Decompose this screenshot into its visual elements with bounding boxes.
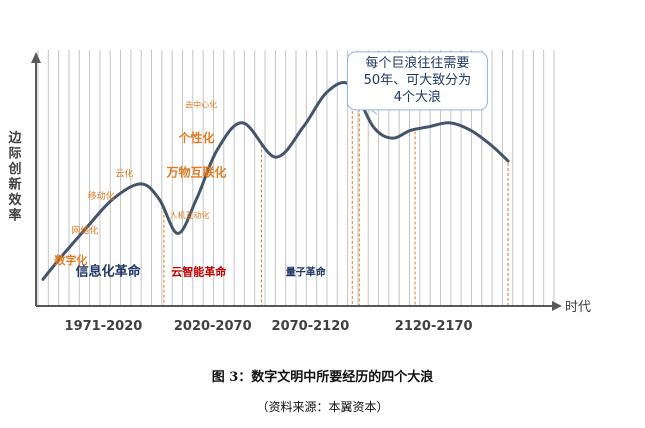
- callout-line: 4个大浪: [394, 90, 441, 105]
- y-axis-label-char: 效: [8, 192, 22, 208]
- gridlines: [37, 50, 555, 306]
- phase-label: 云智能革命: [171, 264, 227, 278]
- annotation-label: 云化: [115, 167, 133, 179]
- phase-labels: 信息化革命 云智能革命 量子革命: [76, 263, 327, 279]
- phase-label: 量子革命: [286, 265, 327, 278]
- y-axis-label-char: 率: [8, 208, 21, 224]
- callout-box: [346, 51, 488, 111]
- figure-caption: 图 3：数字文明中所要经历的四个大浪: [211, 370, 434, 385]
- annotation-label: 去中心化: [185, 100, 217, 110]
- annotation-label: 人机互动化: [169, 210, 209, 220]
- figure-source: （资料来源：本翼资本）: [256, 400, 389, 414]
- era-labels: 1971-2020 2020-2070 2070-2120 2120-2170: [65, 319, 473, 334]
- y-axis-label-char: 际: [8, 147, 21, 162]
- era-dividers: [163, 90, 509, 306]
- axes: [31, 52, 562, 311]
- x-axis-arrow: [552, 301, 562, 311]
- y-axis-label-char: 新: [8, 177, 21, 193]
- phase-label: 信息化革命: [76, 263, 142, 279]
- efficiency-curve: [41, 81, 510, 281]
- era-label: 2020-2070: [174, 319, 252, 334]
- era-label: 2120-2170: [395, 319, 473, 334]
- y-axis-label: 边际创新效率: [7, 131, 22, 224]
- annotation-label: 万物互联化: [165, 164, 226, 179]
- callout-line: 50年、可大致分为: [364, 73, 472, 88]
- annotation-label: 移动化: [88, 190, 115, 202]
- y-axis-arrow: [31, 52, 41, 63]
- era-label: 2070-2120: [272, 319, 350, 334]
- callout-line: 每个巨浪往往需要: [365, 55, 469, 71]
- wave-chart: 边际创新效率 时代 1971-2020 2020-2070 2070-2120 212…: [7, 50, 591, 334]
- x-axis-label: 时代: [565, 300, 591, 315]
- annotation-label: 个性化: [177, 130, 214, 145]
- callout: 每个巨浪往往需要 50年、可大致分为 4个大浪: [346, 51, 488, 115]
- y-axis-label-char: 创: [7, 161, 21, 177]
- callout-text: 每个巨浪往往需要 50年、可大致分为 4个大浪: [364, 55, 472, 105]
- y-axis-label-char: 边: [7, 131, 22, 146]
- annotation-label: 网络化: [71, 225, 98, 237]
- era-label: 1971-2020: [65, 319, 143, 334]
- annotation-label: 数字化: [54, 253, 87, 267]
